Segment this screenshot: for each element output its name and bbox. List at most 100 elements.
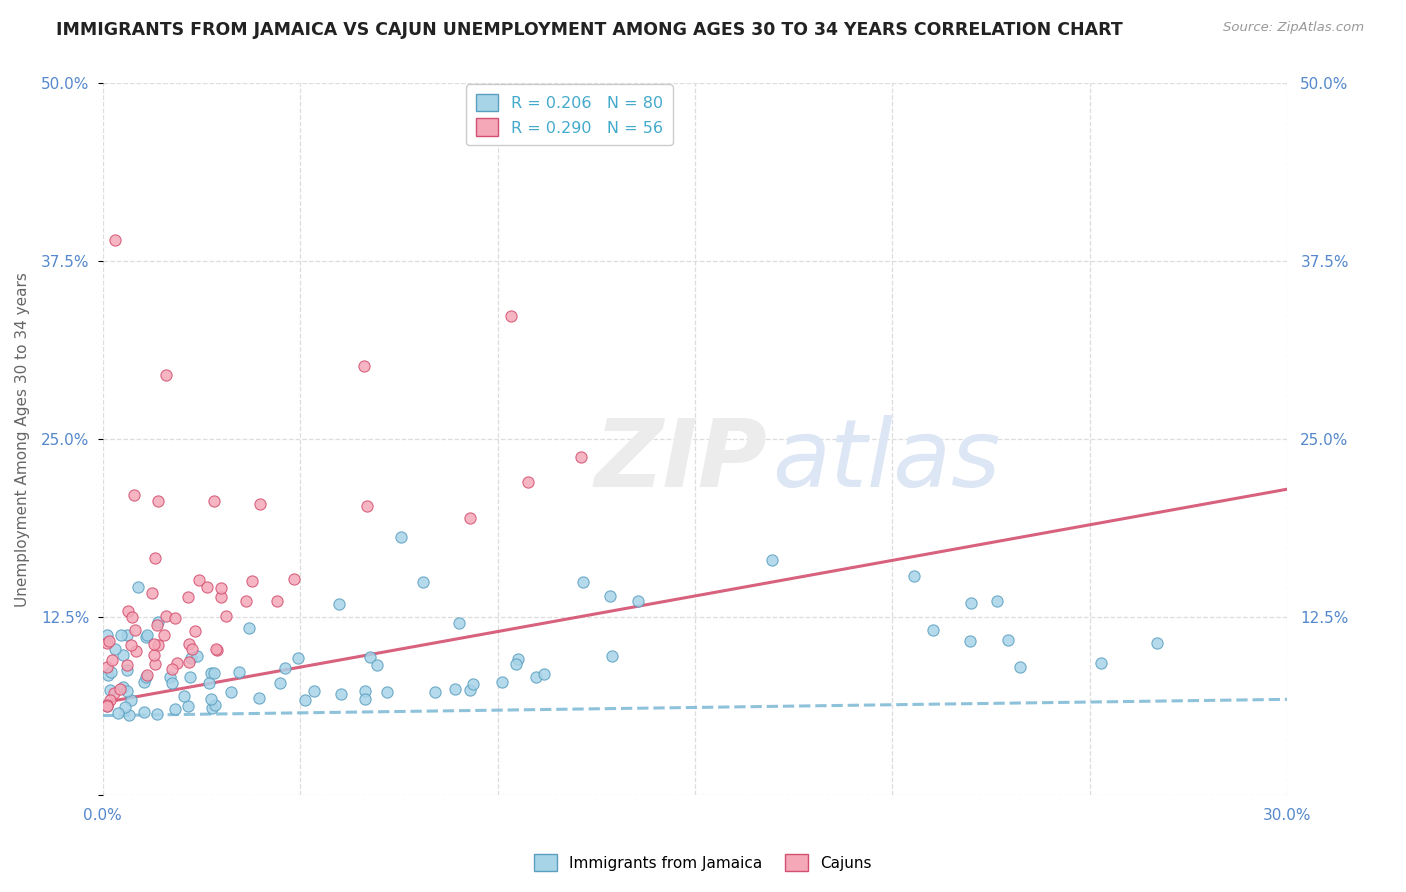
Point <box>200 665 222 680</box>
Point <box>98 633 121 648</box>
Text: Source: ZipAtlas.com: Source: ZipAtlas.com <box>1223 21 1364 34</box>
Point <box>153 628 176 642</box>
Point <box>458 511 481 525</box>
Point <box>121 609 143 624</box>
Point <box>997 632 1019 647</box>
Point <box>922 624 945 638</box>
Point <box>228 665 250 679</box>
Point <box>444 681 467 696</box>
Legend: Immigrants from Jamaica, Cajuns: Immigrants from Jamaica, Cajuns <box>527 848 879 877</box>
Point <box>449 616 471 631</box>
Point <box>461 676 484 690</box>
Point <box>283 572 305 586</box>
Point <box>108 682 131 697</box>
Point <box>96 628 118 642</box>
Point <box>125 644 148 658</box>
Point <box>142 648 165 663</box>
Point <box>195 580 218 594</box>
Point <box>198 676 221 690</box>
Point <box>266 594 288 608</box>
Point <box>107 706 129 720</box>
Point <box>269 676 291 690</box>
Point <box>96 636 118 650</box>
Point <box>204 698 226 712</box>
Point <box>117 604 139 618</box>
Point <box>205 643 228 657</box>
Point <box>143 637 166 651</box>
Point <box>221 685 243 699</box>
Point <box>132 705 155 719</box>
Point <box>146 706 169 721</box>
Point <box>600 648 623 663</box>
Point <box>120 693 142 707</box>
Point <box>247 691 270 706</box>
Point <box>148 638 170 652</box>
Point <box>132 674 155 689</box>
Point <box>98 692 121 706</box>
Point <box>209 581 232 595</box>
Point <box>143 551 166 566</box>
Point <box>160 662 183 676</box>
Point <box>166 657 188 671</box>
Point <box>389 530 412 544</box>
Point <box>181 642 204 657</box>
Point <box>460 683 482 698</box>
Point <box>104 233 127 247</box>
Point <box>960 596 983 610</box>
Point <box>96 698 118 712</box>
Point <box>110 627 132 641</box>
Point <box>304 684 326 698</box>
Point <box>145 618 167 632</box>
Point <box>287 650 309 665</box>
Point <box>111 680 134 694</box>
Point <box>163 610 186 624</box>
Point <box>180 651 202 665</box>
Point <box>1146 636 1168 650</box>
Point <box>177 655 200 669</box>
Point <box>761 553 783 567</box>
Point <box>120 638 142 652</box>
Point <box>627 593 650 607</box>
Point <box>163 702 186 716</box>
Point <box>274 661 297 675</box>
Point <box>354 683 377 698</box>
Point <box>903 568 925 582</box>
Point <box>135 670 157 684</box>
Point <box>209 590 232 604</box>
Point <box>136 667 159 681</box>
Point <box>200 692 222 706</box>
Point <box>986 594 1008 608</box>
Point <box>96 659 118 673</box>
Point <box>136 628 159 642</box>
Point <box>569 450 592 464</box>
Point <box>353 359 375 374</box>
Point <box>186 648 208 663</box>
Point <box>491 674 513 689</box>
Point <box>114 699 136 714</box>
Point <box>101 653 124 667</box>
Point <box>353 692 375 706</box>
Point <box>204 641 226 656</box>
Point <box>118 708 141 723</box>
Point <box>135 630 157 644</box>
Point <box>1008 660 1031 674</box>
Text: ZIP: ZIP <box>595 415 768 507</box>
Point <box>506 652 529 666</box>
Point <box>187 573 209 587</box>
Point <box>375 685 398 699</box>
Point <box>104 642 127 657</box>
Point <box>359 650 381 665</box>
Point <box>155 368 177 383</box>
Point <box>100 665 122 680</box>
Point <box>115 628 138 642</box>
Point <box>177 637 200 651</box>
Point <box>103 686 125 700</box>
Point <box>240 574 263 589</box>
Point <box>238 621 260 635</box>
Point <box>115 657 138 672</box>
Point <box>505 657 527 672</box>
Point <box>366 658 388 673</box>
Point <box>184 624 207 638</box>
Point <box>97 667 120 681</box>
Point <box>201 700 224 714</box>
